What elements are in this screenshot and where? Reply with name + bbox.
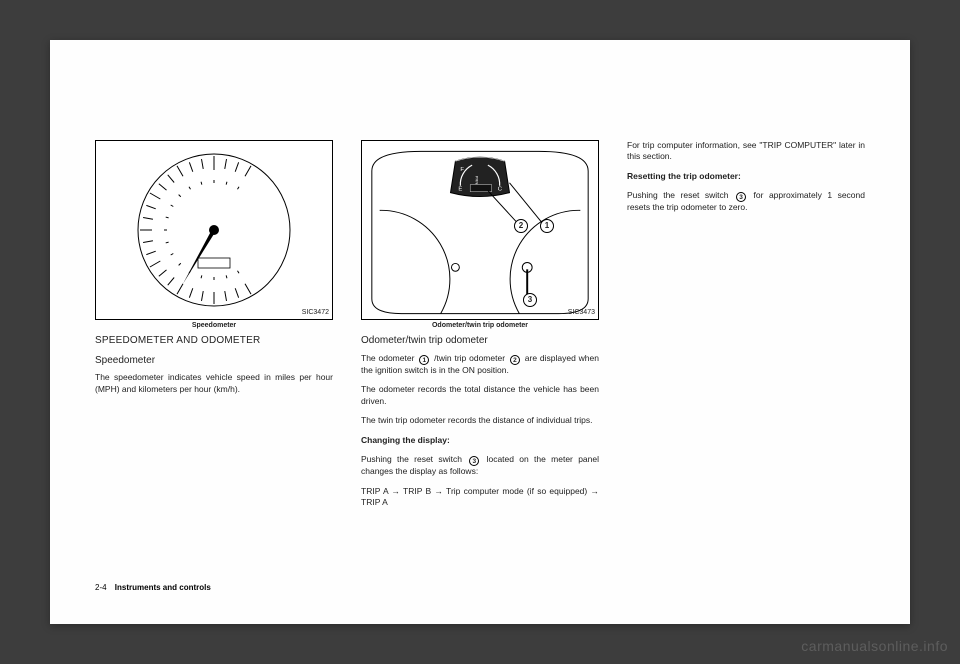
para-reset: Pushing the reset switch 3 for approxima… [627,190,865,213]
inline-callout-3a: 3 [469,456,479,466]
para-odo-5: TRIP A → TRIP B → Trip computer mode (if… [361,486,599,509]
txt: The odometer [361,353,414,363]
figure1-caption: Speedometer [95,321,333,330]
figure2-tag: SIC3473 [568,308,595,317]
inline-callout-1: 1 [419,355,429,365]
callout-2: 2 [514,219,528,233]
column-layout: SIC3472 Speedometer SPEEDOMETER AND ODOM… [95,140,865,517]
watermark: carmanualsonline.info [801,638,948,654]
page-footer: 2-4 Instruments and controls [95,583,211,592]
para-odo-4: Pushing the reset switch 3 located on th… [361,454,599,477]
para-odo-1: The odometer 1 /twin trip odometer 2 are… [361,353,599,376]
figure1-tag: SIC3472 [302,308,329,317]
inline-callout-2: 2 [510,355,520,365]
heading-speedometer-odometer: SPEEDOMETER AND ODOMETER [95,334,333,348]
txt: /twin trip odometer [434,353,505,363]
subhead-resetting: Resetting the trip odometer: [627,171,865,182]
para-odo-3: The twin trip odometer records the dista… [361,415,599,426]
figure-speedometer: SIC3472 [95,140,333,320]
column-2: F E C PRND 1 2 [361,140,599,517]
figure2-caption: Odometer/twin trip odometer [361,321,599,330]
figure-odometer: F E C PRND 1 2 [361,140,599,320]
para-tripcomp-ref: For trip computer information, see "TRIP… [627,140,865,163]
callout-3: 3 [523,293,537,307]
inline-callout-3b: 3 [736,192,746,202]
section-title: Instruments and controls [115,583,211,592]
speedometer-gauge-svg [134,150,294,310]
lcd-f: F [460,167,464,173]
txt: Pushing the reset switch [361,454,462,464]
para-speedometer-desc: The speedometer indicates vehicle speed … [95,372,333,395]
manual-page: SIC3472 Speedometer SPEEDOMETER AND ODOM… [50,40,910,624]
subhead-odometer: Odometer/twin trip odometer [361,334,599,348]
para-odo-2: The odometer records the total distance … [361,384,599,407]
subhead-speedometer: Speedometer [95,354,333,368]
txt: Pushing the reset switch [627,190,729,200]
column-1: SIC3472 Speedometer SPEEDOMETER AND ODOM… [95,140,333,517]
odometer-svg: F E C PRND [362,141,598,319]
callout-1: 1 [540,219,554,233]
lcd-c: C [498,187,503,193]
column-3: For trip computer information, see "TRIP… [627,140,865,517]
page-number: 2-4 [95,583,107,592]
subhead-changing-display: Changing the display: [361,435,599,446]
lcd-e: E [458,187,462,193]
